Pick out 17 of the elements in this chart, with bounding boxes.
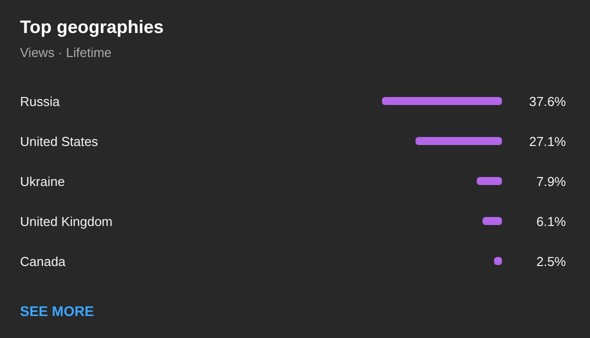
text: Views · Lifetime [20, 45, 112, 60]
y-tick-label: United Kingdom [20, 214, 112, 229]
data-label: 2.5% [536, 254, 566, 269]
bar [382, 97, 502, 105]
y-tick-label: Russia [20, 94, 61, 109]
y-tick-label: Canada [20, 254, 66, 269]
bar [482, 217, 502, 225]
bar [476, 177, 502, 185]
text: SEE MORE [20, 303, 94, 319]
data-label: 37.6% [529, 94, 566, 109]
data-label: 27.1% [529, 134, 566, 149]
y-tick-label: Ukraine [20, 174, 65, 189]
data-label: 6.1% [536, 214, 566, 229]
bar [416, 137, 502, 145]
data-label: 7.9% [536, 174, 566, 189]
y-tick-label: United States [20, 134, 99, 149]
text: Top geographies [20, 17, 164, 38]
